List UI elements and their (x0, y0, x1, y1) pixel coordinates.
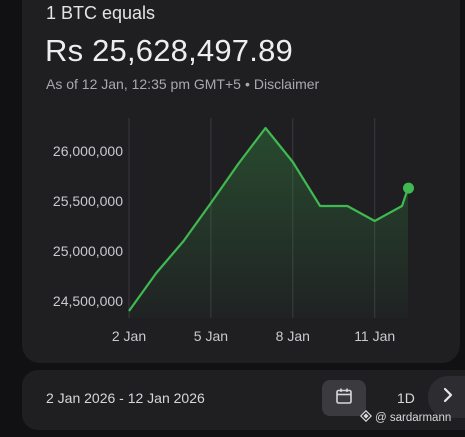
y-tick-label: 25,500,000 (53, 193, 123, 209)
footer-bar (22, 370, 465, 430)
converted-price: Rs 25,628,497.89 (45, 33, 293, 68)
watermark-text: @ sardarmann (375, 411, 452, 424)
next-button[interactable] (428, 376, 465, 418)
x-axis-ticks: 2 Jan 5 Jan 8 Jan 11 Jan (112, 328, 395, 344)
calendar-button[interactable] (322, 380, 366, 416)
as-of-line: As of 12 Jan, 12:35 pm GMT+5 • Disclaimer (46, 76, 319, 92)
x-tick-label: 5 Jan (194, 328, 228, 344)
calendar-icon (335, 387, 353, 410)
y-tick-label: 25,000,000 (53, 243, 123, 259)
x-tick-label: 2 Jan (112, 328, 146, 344)
as-of-text: As of 12 Jan, 12:35 pm GMT+5 (46, 76, 241, 92)
x-tick-label: 8 Jan (276, 328, 310, 344)
conversion-headline: 1 BTC equals (46, 3, 156, 23)
date-range-text: 2 Jan 2026 - 12 Jan 2026 (46, 390, 205, 406)
point-layer (403, 182, 414, 194)
y-tick-label: 26,000,000 (53, 143, 123, 159)
current-price-point[interactable] (403, 182, 414, 194)
watermark: @ sardarmann (359, 409, 452, 425)
price-area (129, 128, 408, 318)
disclaimer-link[interactable]: Disclaimer (253, 76, 320, 92)
watermark-logo-icon (359, 409, 373, 425)
y-axis-ticks: 26,000,000 25,500,000 25,000,000 24,500,000 (53, 143, 123, 309)
area-layer (129, 128, 408, 318)
chevron-right-icon (441, 387, 455, 408)
y-tick-label: 24,500,000 (53, 293, 123, 309)
separator-dot: • (244, 76, 250, 92)
line-layer (128, 126, 410, 312)
x-tick-label: 11 Jan (354, 328, 395, 344)
price-line (128, 126, 410, 312)
period-selector[interactable]: 1D (397, 390, 415, 406)
